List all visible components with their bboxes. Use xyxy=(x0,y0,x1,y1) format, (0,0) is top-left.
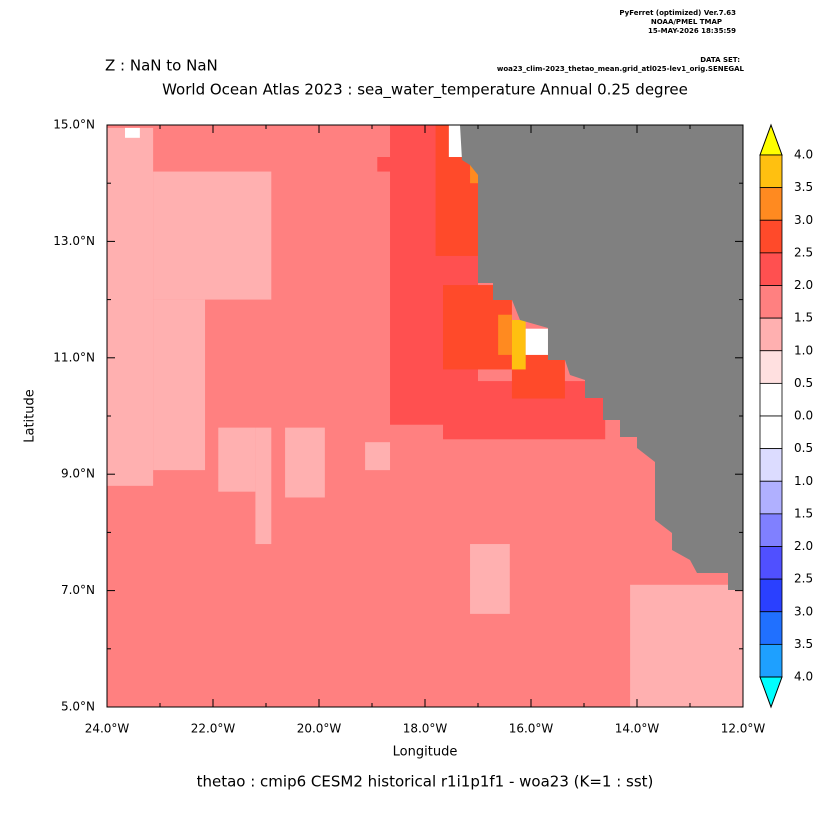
colorbar-band xyxy=(759,317,783,352)
colorbar-label: 4.0 xyxy=(794,148,813,162)
colorbar-label: 1.0 xyxy=(794,343,813,357)
x-tick-label: 14.0°W xyxy=(615,722,660,736)
colorbar-label: 0.5 xyxy=(794,376,813,390)
colorbar-label: 0.5 xyxy=(794,441,813,455)
region xyxy=(107,127,154,486)
colorbar-top xyxy=(759,123,783,156)
colorbar-band xyxy=(759,546,783,580)
colorbar-label: 2.5 xyxy=(794,572,813,586)
x-tick-label: 24.0°W xyxy=(85,722,130,736)
region xyxy=(377,157,391,172)
colorbar-band xyxy=(759,611,783,645)
y-tick-label: 9.0°N xyxy=(61,467,95,481)
colorbar-band xyxy=(759,643,783,678)
colorbar-band xyxy=(759,448,783,482)
region xyxy=(630,584,743,707)
colorbar-band xyxy=(759,219,783,254)
colorbar-label: 3.5 xyxy=(794,180,813,194)
colorbar-bottom xyxy=(759,676,783,709)
region xyxy=(285,427,325,498)
colorbar-label: 4.0 xyxy=(794,670,813,684)
region xyxy=(365,442,391,471)
colorbar-band xyxy=(759,382,783,417)
dataset-label: DATA SET: xyxy=(700,56,740,64)
y-tick-label: 7.0°N xyxy=(61,583,95,597)
region xyxy=(153,299,206,471)
x-axis-label: Longitude xyxy=(393,745,458,760)
org: NOAA/PMEL TMAP xyxy=(651,18,722,26)
y-tick-label: 13.0°N xyxy=(53,234,95,248)
colorbar-band xyxy=(759,480,783,515)
region xyxy=(525,328,548,355)
region xyxy=(470,162,478,184)
colorbar-label: 2.0 xyxy=(794,539,813,553)
colorbar-band xyxy=(759,350,783,384)
region xyxy=(511,319,526,370)
land xyxy=(460,125,743,590)
chart-title: World Ocean Atlas 2023 : sea_water_tempe… xyxy=(162,81,688,100)
x-tick-label: 16.0°W xyxy=(509,722,554,736)
colorbar-band xyxy=(759,154,783,189)
y-axis-label: Latitude xyxy=(23,389,38,443)
colorbar-label: 0.0 xyxy=(794,409,813,423)
region xyxy=(498,314,512,355)
colorbar-label: 3.0 xyxy=(794,604,813,618)
region xyxy=(125,127,140,138)
y-tick-label: 15.0°N xyxy=(53,118,95,132)
colorbar-label: 3.5 xyxy=(794,637,813,651)
x-tick-label: 18.0°W xyxy=(403,722,448,736)
region xyxy=(218,427,256,492)
colorbar-label: 2.0 xyxy=(794,278,813,292)
dataset: woa23_clim-2023_thetao_mean.grid_atl025-… xyxy=(497,65,745,73)
x-tick-label: 12.0°W xyxy=(721,722,766,736)
software: PyFerret (optimized) Ver.7.63 xyxy=(619,9,736,17)
x-tick-label: 20.0°W xyxy=(297,722,342,736)
colorbar-band xyxy=(759,252,783,286)
region xyxy=(255,427,272,545)
x-tick-label: 22.0°W xyxy=(191,722,236,736)
colorbar-label: 1.5 xyxy=(794,506,813,520)
y-tick-label: 11.0°N xyxy=(53,350,95,364)
region xyxy=(153,171,272,300)
colorbar-band xyxy=(759,578,783,613)
footer: thetao : cmip6 CESM2 historical r1i1p1f1… xyxy=(197,773,654,791)
colorbar-band xyxy=(759,513,783,547)
z-range: Z : NaN to NaN xyxy=(105,57,218,75)
region xyxy=(470,544,510,614)
colorbar-label: 1.5 xyxy=(794,311,813,325)
colorbar-band xyxy=(759,285,783,319)
colorbar-label: 1.0 xyxy=(794,474,813,488)
region xyxy=(448,125,464,158)
colorbar-band xyxy=(759,187,783,221)
y-tick-label: 5.0°N xyxy=(61,700,95,714)
colorbar-label: 3.0 xyxy=(794,213,813,227)
colorbar-band xyxy=(759,415,783,450)
date: 15-MAY-2026 18:35:59 xyxy=(648,27,736,35)
colorbar-label: 2.5 xyxy=(794,245,813,259)
